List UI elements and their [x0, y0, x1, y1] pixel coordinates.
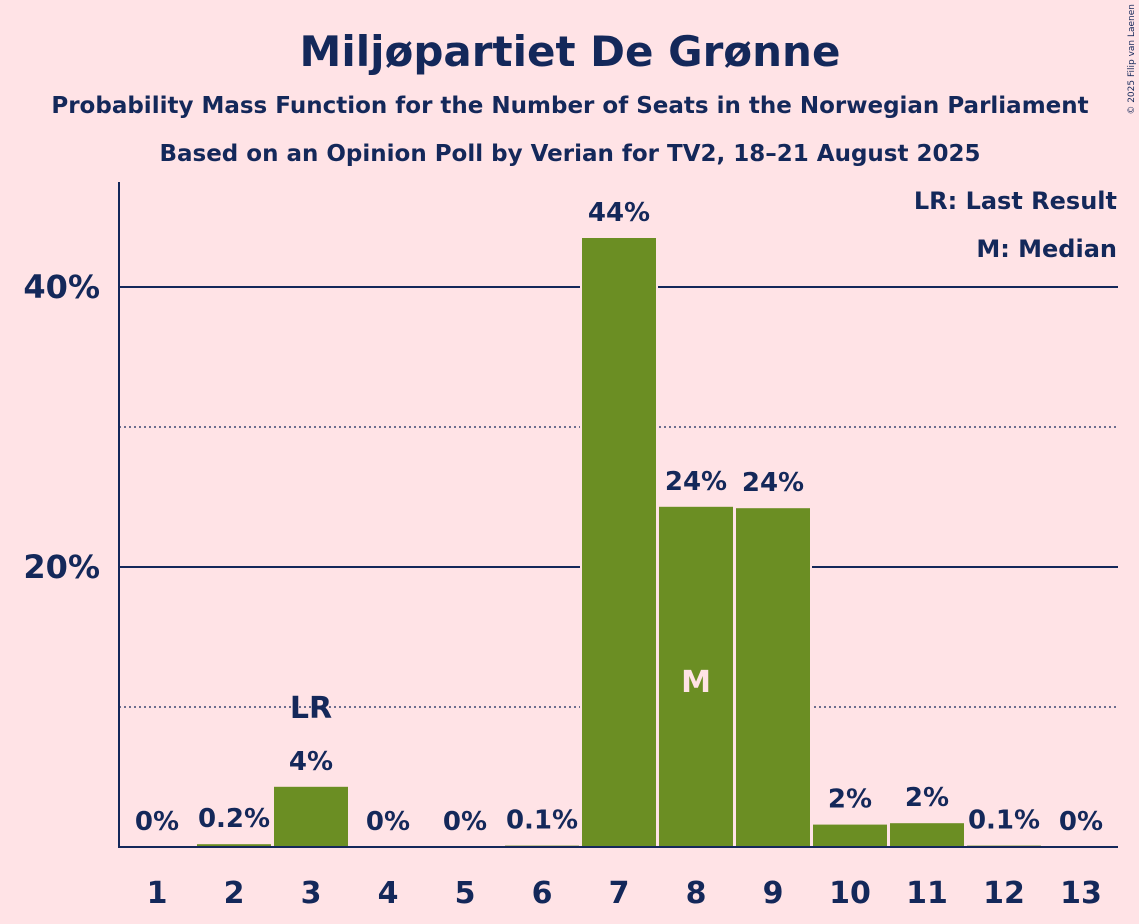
x-tick-label: 6 [532, 876, 553, 911]
x-tick-label: 1 [147, 876, 168, 911]
data-label: 2% [828, 785, 872, 815]
x-tick-label: 10 [829, 876, 871, 911]
x-tick-label: 9 [763, 876, 784, 911]
bar [890, 823, 964, 847]
bar [736, 508, 810, 847]
x-tick-label: 13 [1060, 876, 1102, 911]
x-tick-label: 2 [224, 876, 245, 911]
data-label: 2% [905, 783, 949, 813]
data-label: 0% [366, 807, 410, 837]
data-label: 24% [665, 467, 727, 497]
data-label: 0.1% [506, 806, 578, 836]
chart-subtitle-2: Based on an Opinion Poll by Verian for T… [159, 141, 980, 167]
bar-gap [965, 843, 1043, 847]
y-axis: 20% 40% [23, 182, 120, 848]
data-label: 0% [1059, 807, 1103, 837]
data-label: 0.1% [968, 806, 1040, 836]
credit-text: © 2025 Filip van Laenen [1127, 4, 1137, 115]
x-tick-label: 8 [686, 876, 707, 911]
data-label: 0% [443, 807, 487, 837]
x-tick-label: 4 [378, 876, 399, 911]
data-label: 0% [135, 807, 179, 837]
x-axis: 1 2 3 4 5 6 7 8 9 10 11 12 13 [119, 846, 1118, 911]
chart-subtitle-1: Probability Mass Function for the Number… [51, 93, 1088, 119]
bar [197, 844, 271, 847]
data-label: 4% [289, 747, 333, 777]
x-tick-label: 7 [609, 876, 630, 911]
last-result-marker: LR [290, 691, 332, 726]
bar [659, 506, 733, 847]
y-tick-label: 20% [23, 548, 100, 586]
x-tick-label: 12 [983, 876, 1025, 911]
data-label: 24% [742, 468, 804, 498]
bar [582, 238, 656, 847]
x-tick-label: 3 [301, 876, 322, 911]
bar [813, 824, 887, 847]
legend-last-result: LR: Last Result [914, 187, 1117, 215]
bar [274, 786, 348, 847]
bars [118, 236, 1120, 847]
x-tick-label: 5 [455, 876, 476, 911]
data-label: 0.2% [198, 804, 270, 834]
legend-median: M: Median [976, 235, 1117, 263]
median-marker: M [681, 665, 711, 700]
chart-title: Miljøpartiet De Grønne [300, 27, 841, 76]
data-label: 44% [588, 198, 650, 228]
bar-gap [503, 843, 581, 847]
y-tick-label: 40% [23, 268, 100, 306]
x-tick-label: 11 [906, 876, 948, 911]
data-labels: 0% 0.2% 4% 0% 0% 0.1% 44% 24% 24% 2% 2% 0.1% 0% LR M [135, 198, 1103, 837]
